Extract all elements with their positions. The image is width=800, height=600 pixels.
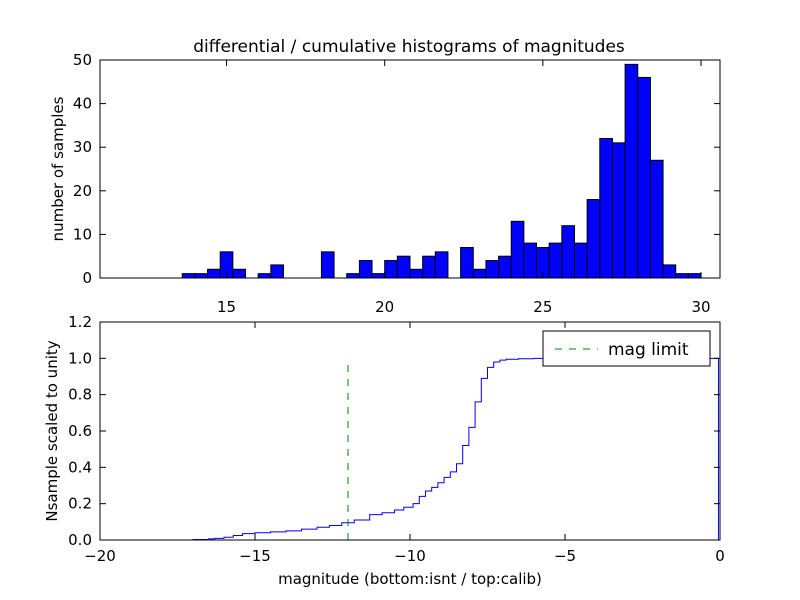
y-tick-label: 0.2 bbox=[68, 495, 92, 513]
x-tick-label: −20 bbox=[84, 547, 116, 565]
histogram-bar bbox=[485, 260, 500, 279]
y-tick-label: 30 bbox=[73, 138, 92, 156]
y-tick-label: 1.2 bbox=[68, 313, 92, 331]
histogram-bar bbox=[358, 260, 373, 279]
histogram-bar bbox=[194, 273, 209, 279]
histogram-bar bbox=[561, 225, 575, 279]
x-tick-label: −10 bbox=[394, 547, 426, 565]
cumulative-lines bbox=[100, 357, 719, 541]
x-tick-label: 15 bbox=[217, 298, 236, 316]
y-tick-label: 0.0 bbox=[68, 531, 92, 549]
bottom-y-axis-label: Nsample scaled to unity bbox=[43, 340, 61, 521]
histogram-bar bbox=[207, 268, 221, 279]
y-tick-label: 40 bbox=[73, 95, 92, 113]
histogram-bar bbox=[637, 76, 651, 279]
bottom-x-axis-label: magnitude (bottom:isnt / top:calib) bbox=[278, 570, 542, 588]
histogram-bar bbox=[346, 273, 360, 279]
histogram-bar bbox=[649, 159, 664, 279]
histogram-bar bbox=[460, 246, 474, 279]
histogram-bar bbox=[422, 255, 436, 279]
histogram-bars bbox=[181, 63, 702, 279]
bottom-cumulative-panel: 0.0 0.2 0.4 0.6 0.8 1.0 1.2 −20 −15 −10 −5 0 Nsampl… bbox=[43, 313, 725, 588]
y-tick-label: 0 bbox=[82, 269, 92, 287]
histogram-bar bbox=[662, 264, 677, 279]
x-tick-label: 0 bbox=[715, 547, 725, 565]
y-tick-label: 0.4 bbox=[68, 458, 92, 476]
y-tick-label: 50 bbox=[73, 51, 92, 69]
x-tick-label: 30 bbox=[691, 298, 710, 316]
histogram-bar bbox=[409, 268, 424, 279]
histogram-bar bbox=[510, 220, 525, 279]
histogram-bar bbox=[232, 268, 247, 279]
x-tick-label: 25 bbox=[533, 298, 552, 316]
legend-mag-limit-label: mag limit bbox=[608, 340, 689, 360]
histogram-bar bbox=[573, 242, 588, 279]
x-tick-label: −5 bbox=[554, 547, 576, 565]
histogram-bar bbox=[434, 251, 449, 279]
y-tick-label: 0.8 bbox=[68, 386, 92, 404]
y-tick-label: 0.6 bbox=[68, 422, 92, 440]
histogram-bar bbox=[548, 242, 563, 279]
x-tick-label: 20 bbox=[375, 298, 394, 316]
histogram-bar bbox=[498, 255, 512, 279]
chart-title: differential / cumulative histograms of … bbox=[193, 37, 625, 57]
histogram-bar bbox=[611, 142, 626, 279]
histogram-bar bbox=[523, 242, 538, 279]
histogram-bar bbox=[371, 273, 386, 279]
cumulative-step-line bbox=[100, 357, 719, 541]
y-tick-label: 1.0 bbox=[68, 349, 92, 367]
histogram-bar bbox=[687, 273, 702, 279]
top-axes-frame bbox=[99, 59, 721, 279]
legend: mag limit bbox=[542, 330, 711, 367]
histogram-bar bbox=[599, 137, 613, 279]
histogram-bar bbox=[181, 273, 196, 279]
y-tick-label: 10 bbox=[73, 225, 92, 243]
histogram-bar bbox=[586, 199, 601, 279]
histogram-bar bbox=[396, 255, 411, 279]
bottom-axis-ticks: 0.0 0.2 0.4 0.6 0.8 1.0 1.2 −20 −15 −10 −5 0 bbox=[68, 313, 725, 565]
histogram-bar bbox=[472, 268, 487, 279]
histogram-bar bbox=[320, 251, 335, 279]
y-tick-label: 20 bbox=[73, 182, 92, 200]
histogram-bar bbox=[384, 260, 398, 279]
histogram-bar bbox=[624, 63, 639, 279]
histogram-bar bbox=[270, 264, 284, 279]
top-y-axis-label: number of samples bbox=[49, 96, 67, 241]
top-axis-ticks: 0 10 20 30 40 50 15 20 25 30 bbox=[73, 51, 720, 316]
top-histogram-panel: 0 10 20 30 40 50 15 20 25 30 number of samples bbox=[49, 51, 721, 316]
histogram-bar bbox=[257, 273, 272, 279]
histogram-bar bbox=[675, 273, 689, 279]
x-tick-label: −15 bbox=[239, 547, 271, 565]
